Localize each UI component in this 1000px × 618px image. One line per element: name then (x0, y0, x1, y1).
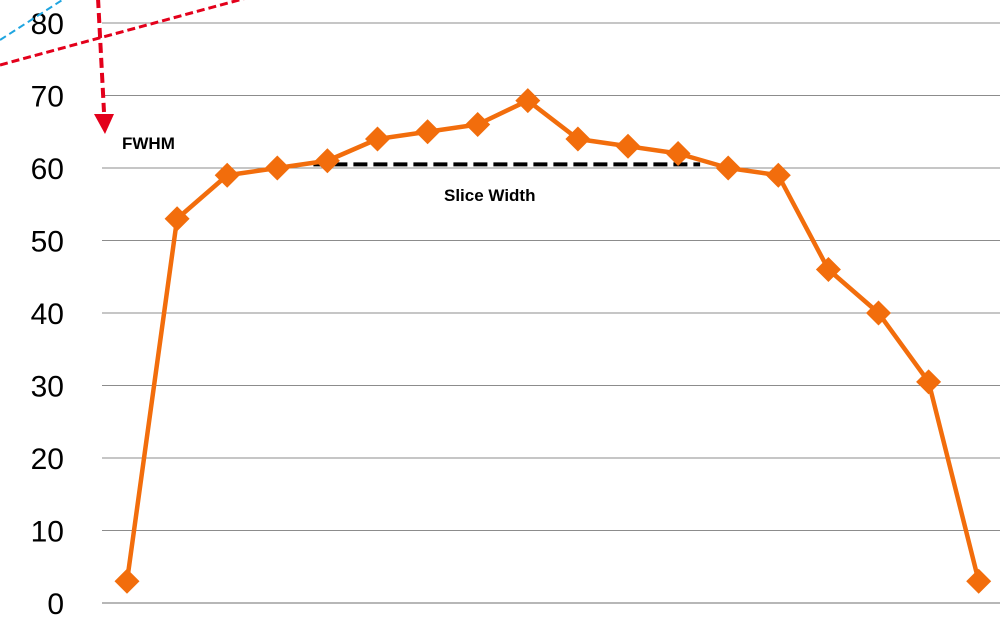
data-point (415, 119, 441, 145)
y-tick-label: 0 (47, 588, 64, 618)
fwhm-label: FWHM (122, 134, 175, 153)
data-point (916, 369, 942, 395)
data-point (665, 141, 691, 166)
series-line (124, 98, 981, 582)
y-tick-label: 30 (31, 371, 64, 404)
fwhm-arrow-shaft (96, 0, 106, 113)
red-dashed-line (0, 0, 245, 67)
data-point (765, 162, 791, 188)
data-point (164, 206, 190, 232)
y-tick-label: 50 (31, 226, 64, 259)
grid-lines (102, 22, 1000, 531)
fwhm-arrow-head (94, 114, 114, 134)
series-markers (114, 88, 992, 594)
data-point (465, 112, 491, 137)
data-point (615, 133, 641, 159)
data-point (214, 162, 240, 188)
data-point (114, 568, 140, 594)
y-tick-label: 10 (31, 516, 64, 549)
data-point (365, 126, 390, 152)
data-point (314, 148, 340, 174)
data-point (866, 300, 891, 326)
y-axis-ticks: 0 10 20 30 40 50 60 70 80 (31, 8, 64, 618)
slice-width-label: Slice Width (444, 186, 535, 205)
y-tick-label: 20 (31, 443, 64, 476)
y-tick-label: 60 (31, 153, 64, 186)
blue-dashed-line (0, 0, 65, 41)
y-tick-label: 80 (31, 8, 64, 41)
y-tick-label: 70 (31, 81, 64, 114)
data-point (815, 257, 841, 282)
data-point (565, 126, 591, 152)
y-tick-label: 40 (31, 298, 64, 331)
data-point (966, 568, 992, 594)
data-point (515, 88, 541, 114)
data-point (715, 155, 741, 181)
data-point (264, 155, 290, 181)
